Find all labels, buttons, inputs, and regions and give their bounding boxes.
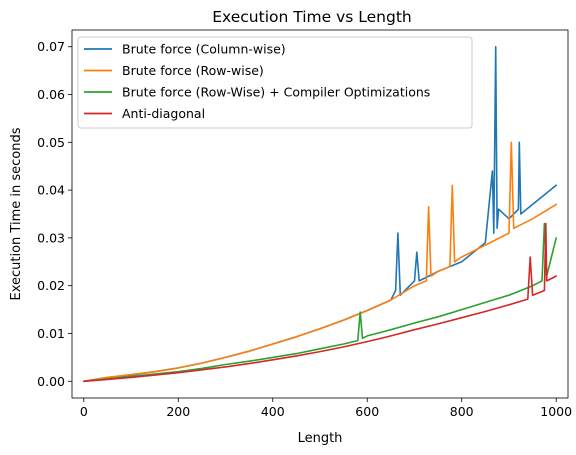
y-tick-label: 0.03 (37, 230, 65, 245)
x-tick-label: 600 (355, 404, 379, 419)
legend-label-3: Brute force (Row-Wise) + Compiler Optimi… (122, 85, 430, 100)
x-tick-label: 400 (261, 404, 285, 419)
series-line-3 (83, 222, 558, 383)
y-tick-label: 0.02 (37, 278, 65, 293)
legend-label-1: Brute force (Column-wise) (122, 42, 286, 57)
y-tick-label: 0.07 (37, 39, 65, 54)
y-tick-label: 0.05 (37, 135, 65, 150)
legend-label-2: Brute force (Row-wise) (122, 63, 264, 78)
y-tick-label: 0.04 (37, 183, 65, 198)
y-tick-label: 0.06 (37, 87, 65, 102)
y-tick-label: 0.00 (37, 374, 65, 389)
series-line-2 (83, 141, 558, 383)
x-tick-label: 200 (166, 404, 190, 419)
x-tick-label: 800 (450, 404, 474, 419)
y-axis-title: Execution Time in seconds (9, 127, 24, 300)
legend-box (77, 36, 473, 129)
x-axis-title: Length (298, 431, 343, 446)
plot-area-frame (71, 29, 569, 399)
series-line-4 (83, 222, 558, 383)
y-tick-label: 0.01 (37, 326, 65, 341)
x-tick-label: 0 (80, 404, 88, 419)
x-tick-label: 1000 (540, 404, 572, 419)
legend-label-4: Anti-diagonal (122, 106, 205, 121)
chart-title: Execution Time vs Length (212, 8, 412, 26)
